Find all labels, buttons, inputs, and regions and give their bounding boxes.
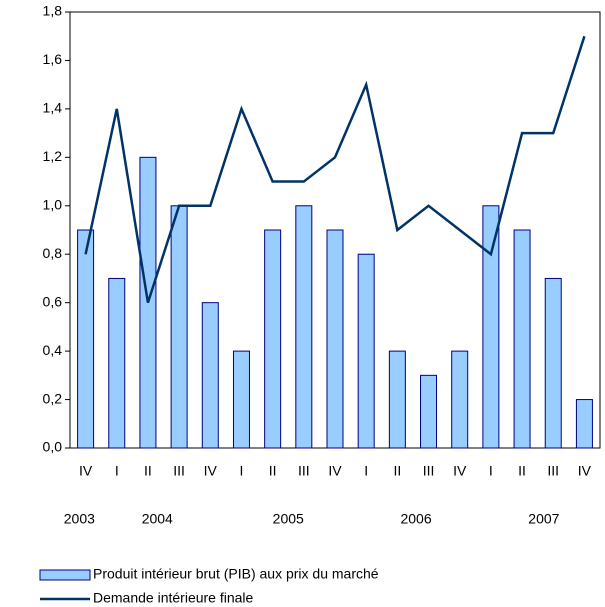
bar [513,229,531,449]
bar [108,277,126,449]
legend-swatch [39,569,91,581]
y-tick-label: 1,0 [43,196,63,212]
year-label: 2007 [528,511,559,527]
y-tick-label: 1,6 [43,51,63,67]
year-label: 2005 [273,511,304,527]
x-tick-label: I [489,463,493,479]
x-tick-label: III [173,463,185,479]
y-tick-label: 1,2 [43,148,63,164]
x-tick-label: IV [79,463,93,479]
y-tick-label: 1,8 [43,3,63,19]
x-tick-label: II [269,463,277,479]
x-tick-label: IV [328,463,342,479]
x-tick-label: II [518,463,526,479]
x-tick-label: II [144,463,152,479]
bar [575,399,593,449]
bar [201,302,219,449]
x-tick-label: I [240,463,244,479]
line [84,35,586,304]
y-tick-label: 1,4 [43,100,63,116]
legend-label: Demande intérieure finale [93,590,254,606]
x-tick-label: III [423,463,435,479]
x-tick-label: III [547,463,559,479]
y-tick-label: 0,2 [43,390,63,406]
bar [232,350,250,449]
bar [388,350,406,449]
year-label: 2003 [64,511,95,527]
bar [170,205,188,449]
x-tick-label: III [298,463,310,479]
x-tick-label: IV [453,463,467,479]
bar [544,277,562,449]
bar [264,229,282,449]
x-tick-label: IV [204,463,218,479]
y-tick-label: 0,6 [43,293,63,309]
bar [420,374,438,449]
y-tick-label: 0,4 [43,342,63,358]
bar [482,205,500,449]
year-label: 2004 [142,511,173,527]
bar [451,350,469,449]
bar [357,253,375,449]
bar [326,229,344,449]
bar [77,229,95,449]
x-tick-label: I [115,463,119,479]
x-tick-label: I [364,463,368,479]
year-label: 2006 [400,511,431,527]
bar [295,205,313,449]
legend-label: Produit intérieur brut (PIB) aux prix du… [93,566,379,582]
y-tick-label: 0,8 [43,245,63,261]
x-tick-label: II [393,463,401,479]
x-tick-label: IV [578,463,592,479]
y-tick-label: 0,0 [43,439,63,455]
